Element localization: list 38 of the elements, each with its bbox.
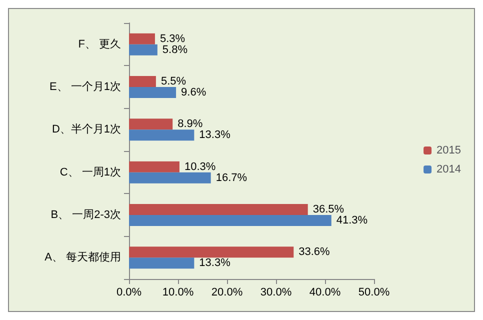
bar [129,87,176,98]
bar [129,246,294,258]
bar [129,215,332,226]
data-label: 5.5% [160,76,186,88]
data-label: 13.3% [199,257,231,270]
y-tick-label: E、 一个月1次 [49,81,121,93]
data-label: 33.6% [298,246,330,258]
data-label: 41.3% [336,214,368,226]
bar [129,76,156,87]
data-label: 10.3% [184,160,216,173]
bar [129,118,173,130]
bar [129,130,194,141]
x-tick-label: 0.0% [116,286,142,298]
x-tick-label: 10.0% [162,286,194,298]
y-tick-label: F、 更久 [78,38,121,50]
bar [129,33,155,44]
data-label: 8.9% [178,118,203,130]
data-label: 5.3% [160,32,186,45]
x-tick-label: 40.0% [309,286,341,298]
y-tick-label: A、 每天都使用 [44,250,121,264]
y-tick-label: D、半个月1次 [52,122,121,136]
bar [129,172,211,184]
y-tick-label: C、 一周1次 [60,166,121,178]
bar [129,44,158,56]
x-tick-label: 50.0% [358,286,390,298]
bar [129,204,308,215]
data-label: 16.7% [216,172,248,184]
x-tick-label: 20.0% [211,286,243,298]
data-label: 36.5% [312,204,344,216]
x-tick-label: 30.0% [260,286,292,298]
data-label: 13.3% [199,129,231,142]
legend-label: 2015 [436,144,462,156]
y-tick-label: B、 一周2-3次 [50,209,121,221]
bar [129,161,180,172]
data-label: 5.8% [162,44,188,56]
data-label: 9.6% [181,86,206,98]
legend-label: 2014 [436,164,462,176]
bar [129,258,194,269]
